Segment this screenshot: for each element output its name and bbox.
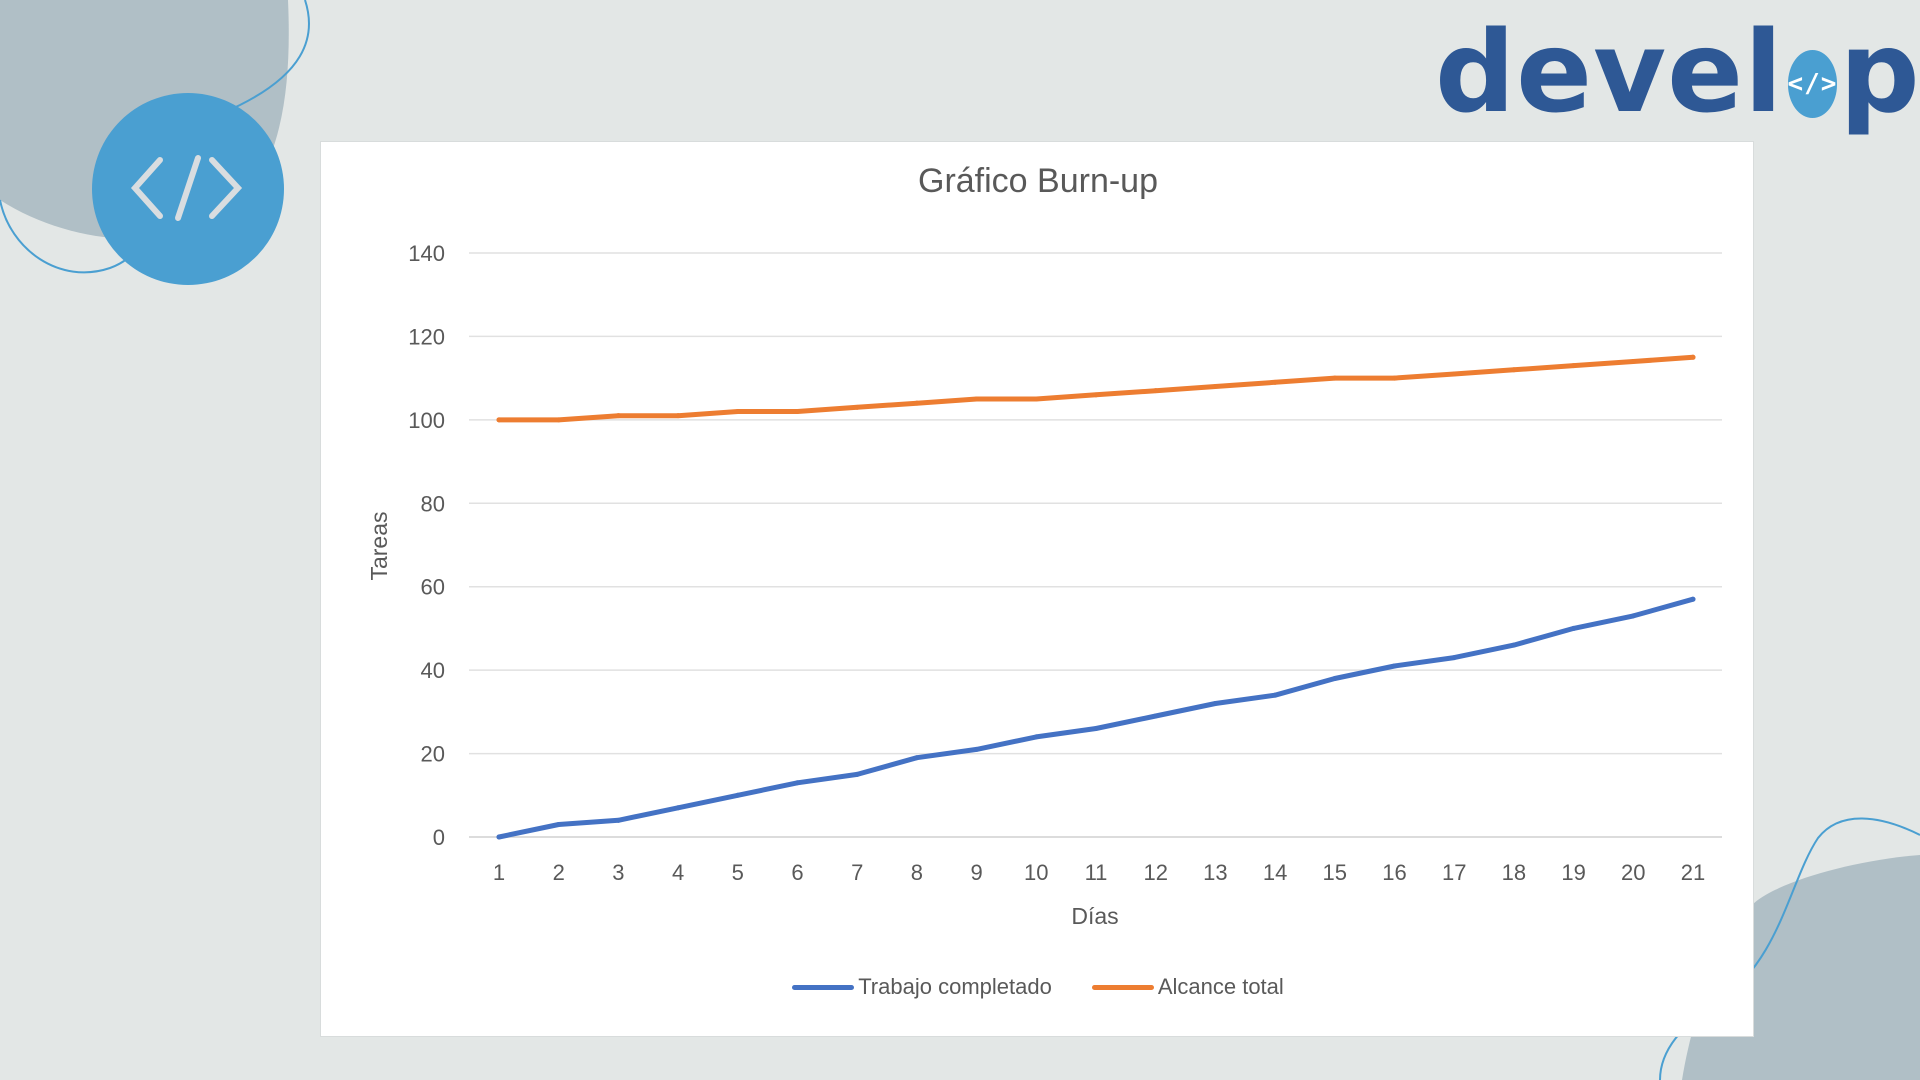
- data-point-scope: [1033, 396, 1039, 402]
- data-point-scope: [735, 409, 741, 415]
- x-tick-label: 21: [1681, 860, 1705, 885]
- chart-title: Gráfico Burn-up: [918, 162, 1158, 200]
- burnup-chart: Gráfico Burn-up Tareas Días 0 20 40 60 80 100…: [366, 162, 1722, 929]
- x-tick-label: 13: [1203, 860, 1227, 885]
- y-tick-label: 60: [421, 575, 445, 600]
- y-tick-label: 120: [408, 324, 445, 349]
- data-point-completed: [1571, 625, 1577, 631]
- x-tick-label: 4: [672, 860, 684, 885]
- legend-swatch-scope: [1091, 984, 1154, 990]
- code-icon: [130, 155, 243, 221]
- x-tick-label: 15: [1323, 860, 1347, 885]
- data-point-scope: [1332, 375, 1338, 381]
- data-point-scope: [1392, 375, 1397, 381]
- data-point-scope: [615, 413, 621, 419]
- data-point-scope: [795, 409, 800, 415]
- data-point-scope: [1571, 363, 1577, 369]
- data-point-completed: [974, 746, 980, 752]
- y-tick-label: 0: [433, 825, 445, 850]
- x-tick-label: 12: [1143, 860, 1167, 885]
- data-point-completed: [735, 792, 741, 798]
- data-point-completed: [496, 834, 502, 840]
- x-tick-label: 10: [1024, 860, 1048, 885]
- data-point-scope: [1212, 383, 1218, 389]
- x-tick-label: 20: [1621, 860, 1645, 885]
- data-point-scope: [1630, 358, 1636, 364]
- brand-suffix: pn: [1839, 7, 1920, 138]
- x-tick-label: 7: [851, 860, 863, 885]
- data-point-completed: [1630, 613, 1636, 619]
- data-point-completed: [1690, 596, 1696, 602]
- y-tick-label: 40: [421, 658, 445, 683]
- y-tick-label: 80: [421, 491, 445, 516]
- data-point-completed: [854, 771, 860, 777]
- data-point-scope: [1451, 371, 1457, 377]
- chart-card: Gráfico Burn-up Tareas Días 0 20 40 60 80 100…: [320, 141, 1754, 1037]
- x-tick-label: 1: [493, 860, 505, 885]
- series-line-scope: [496, 354, 1696, 423]
- data-point-scope: [1153, 388, 1159, 394]
- data-point-scope: [556, 417, 562, 423]
- data-point-completed: [675, 805, 681, 811]
- data-point-completed: [1272, 692, 1278, 698]
- x-tick-label: 2: [553, 860, 565, 885]
- y-tick-label: 140: [408, 241, 445, 266]
- data-point-completed: [1451, 655, 1457, 661]
- data-point-scope: [854, 404, 860, 410]
- y-tick-label: 100: [408, 408, 445, 433]
- x-tick-label: 3: [612, 860, 624, 885]
- data-point-scope: [914, 400, 920, 406]
- data-point-completed: [1212, 701, 1218, 707]
- legend-item-completed: Trabajo completado: [792, 974, 1052, 1000]
- x-tick-label: 5: [732, 860, 744, 885]
- x-tick-label: 6: [791, 860, 803, 885]
- data-point-scope: [974, 396, 980, 402]
- series-line-completed: [496, 596, 1696, 840]
- data-point-completed: [615, 817, 621, 823]
- data-point-scope: [1511, 367, 1517, 373]
- data-point-scope: [1690, 354, 1696, 360]
- data-point-completed: [795, 780, 800, 786]
- x-tick-label: 18: [1502, 860, 1526, 885]
- brand-logo: devel</>pn: [1435, 7, 1920, 138]
- data-point-completed: [1153, 713, 1159, 719]
- brand-code-badge: </>: [1787, 49, 1838, 118]
- chart-legend: Trabajo completado Alcance total: [321, 974, 1755, 1000]
- data-point-completed: [1392, 663, 1397, 669]
- data-point-completed: [914, 755, 920, 761]
- x-tick-label: 11: [1085, 860, 1108, 885]
- legend-swatch-completed: [792, 984, 855, 990]
- data-point-scope: [496, 417, 502, 423]
- x-tick-label: 17: [1442, 860, 1466, 885]
- legend-label-completed: Trabajo completado: [858, 974, 1052, 999]
- y-axis-label: Tareas: [366, 511, 392, 580]
- x-tick-label: 9: [970, 860, 982, 885]
- x-axis-label: Días: [1071, 903, 1118, 929]
- data-point-scope: [1272, 379, 1278, 385]
- data-point-scope: [1093, 392, 1099, 398]
- y-tick-label: 20: [421, 742, 445, 767]
- x-tick-label: 16: [1382, 860, 1406, 885]
- data-point-scope: [675, 413, 681, 419]
- data-point-completed: [1093, 726, 1099, 732]
- x-tick-label: 14: [1263, 860, 1287, 885]
- x-tick-label: 8: [911, 860, 923, 885]
- data-point-completed: [1033, 734, 1039, 740]
- x-tick-label: 19: [1561, 860, 1585, 885]
- legend-item-scope: Alcance total: [1091, 974, 1284, 1000]
- data-point-completed: [556, 821, 562, 827]
- data-point-completed: [1332, 675, 1338, 681]
- data-point-completed: [1511, 642, 1517, 648]
- legend-label-scope: Alcance total: [1157, 974, 1284, 999]
- brand-prefix: devel: [1435, 7, 1784, 138]
